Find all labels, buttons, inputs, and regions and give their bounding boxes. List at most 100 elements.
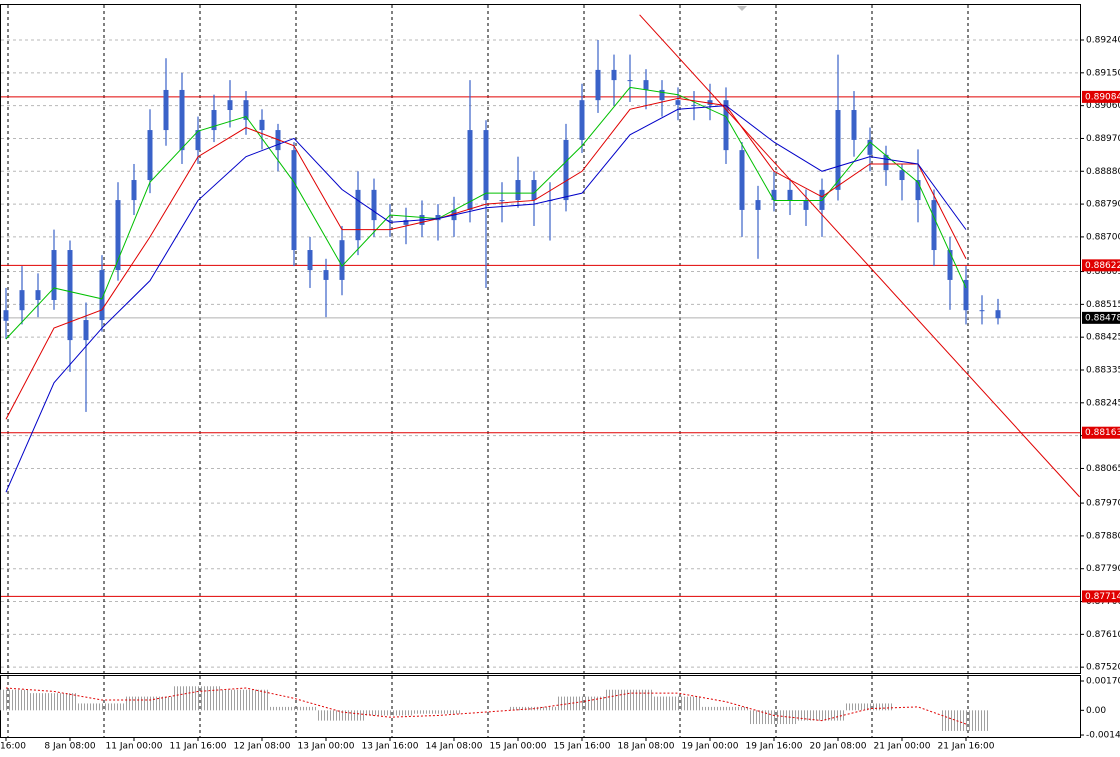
candle-body [835, 110, 841, 190]
x-tick-label: 13 Jan 00:00 [298, 742, 355, 752]
indicator-bar [414, 710, 462, 714]
candle-body [627, 80, 633, 82]
y-tick-label: 0.88970 [1086, 134, 1120, 144]
indicator-bar [0, 689, 30, 711]
y-tick-label: 0.87880 [1086, 531, 1120, 541]
indicator-tick-label: 0.001708 [1086, 677, 1120, 687]
candle-body [131, 180, 137, 201]
candle-body [355, 189, 361, 241]
indicator-bar [558, 696, 606, 711]
x-tick-label: 11 Jan 16:00 [170, 742, 227, 752]
candle-body [35, 290, 41, 300]
x-tick-label: 15 Jan 00:00 [490, 742, 547, 752]
level-tag [1082, 426, 1120, 439]
main-frame [0, 4, 1081, 674]
candle-body [851, 110, 857, 140]
candle-body [563, 139, 569, 201]
level-label: 0.88163 [1085, 428, 1120, 438]
indicator-tick-label: 0.00 [1086, 706, 1106, 716]
x-tick-label: 20 Jan 08:00 [810, 742, 867, 752]
candle-body [611, 69, 617, 81]
candle-body [755, 200, 761, 210]
candle-body [339, 240, 345, 280]
x-tick-label: 15 Jan 16:00 [554, 742, 611, 752]
indicator-bar [654, 696, 702, 711]
candle-body [883, 154, 889, 171]
y-tick-label: 0.87970 [1086, 499, 1120, 509]
indicator-bar [78, 703, 126, 711]
x-tick-label: 13 Jan 16:00 [362, 742, 419, 752]
shift-marker [737, 6, 747, 11]
candle-body [579, 100, 585, 140]
y-tick-label: 0.88425 [1086, 333, 1120, 343]
candle-body [707, 100, 713, 105]
candle-body [899, 170, 905, 181]
candle-body [771, 189, 777, 201]
candle-body [691, 104, 697, 106]
y-tick-label: 0.88605 [1086, 267, 1120, 277]
trendline [639, 14, 1080, 498]
candle-body [179, 89, 185, 151]
y-tick-label: 0.88880 [1086, 167, 1120, 177]
candle-body [643, 80, 649, 90]
candle-body [83, 320, 89, 341]
candle-body [115, 200, 121, 271]
x-tick-label: 19 Jan 16:00 [746, 742, 803, 752]
candle-body [211, 110, 217, 131]
level-tag [1082, 590, 1120, 603]
candle-body [803, 200, 809, 210]
indicator-signal [5, 687, 967, 725]
current-price-tag [1082, 311, 1120, 324]
indicator-bar [222, 689, 270, 711]
candle-body [499, 200, 505, 202]
candle-body [787, 189, 793, 201]
candle-body [915, 180, 921, 201]
moving-average [5, 105, 967, 493]
current-price-label: 0.88478 [1085, 313, 1120, 323]
x-tick-label: 21 Jan 00:00 [874, 742, 931, 752]
y-tick-label: 0.87520 [1086, 663, 1120, 673]
candle-body [867, 139, 873, 155]
y-tick-label: 0.88515 [1086, 300, 1120, 310]
moving-average [5, 86, 967, 340]
y-tick-label: 0.88790 [1086, 200, 1120, 210]
candle-body [67, 250, 73, 341]
indicator-bar [366, 710, 414, 716]
candle-body [307, 250, 313, 271]
level-label: 0.89084 [1085, 92, 1120, 102]
y-tick-label: 0.89060 [1086, 101, 1120, 111]
candle-body [259, 119, 265, 131]
candle-body [931, 200, 937, 251]
candle-body [723, 100, 729, 151]
x-tick-label: 19 Jan 00:00 [682, 742, 739, 752]
candle-body [435, 215, 441, 221]
candle-body [163, 89, 169, 131]
level-label: 0.88622 [1085, 261, 1120, 271]
indicator-bar [606, 689, 654, 711]
candle-body [387, 220, 393, 222]
candle-body [739, 150, 745, 210]
indicator-bar [798, 710, 846, 721]
candle-body [467, 130, 473, 210]
indicator-bar [846, 703, 894, 711]
indicator-bar [126, 696, 174, 711]
indicator-bar [270, 706, 318, 711]
x-tick-label: 16:00 [0, 742, 26, 752]
candle-body [147, 130, 153, 181]
x-tick-label: 18 Jan 08:00 [618, 742, 675, 752]
indicator-bar [30, 693, 78, 711]
candle-body [323, 270, 329, 280]
candle-body [531, 180, 537, 201]
x-tick-label: 12 Jan 08:00 [234, 742, 291, 752]
moving-average [5, 97, 967, 420]
candle-body [19, 290, 25, 311]
candle-body [51, 250, 57, 300]
candle-body [371, 189, 377, 221]
level-tag [1082, 259, 1120, 272]
candle-body [515, 180, 521, 201]
y-tick-label: 0.88065 [1086, 464, 1120, 474]
indicator-bar [702, 706, 750, 711]
candle-body [979, 310, 985, 312]
